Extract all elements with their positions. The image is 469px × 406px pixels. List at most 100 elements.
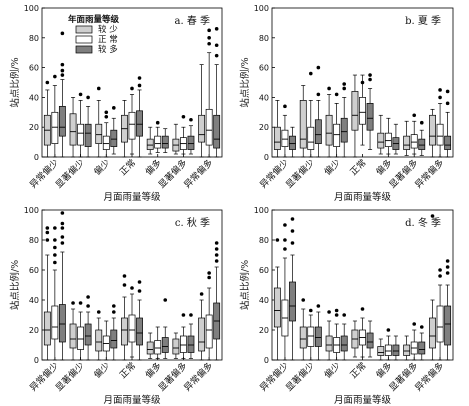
box-body xyxy=(314,326,322,347)
box-1-1 xyxy=(43,80,51,158)
box-3-3 xyxy=(340,82,348,158)
outlier-point xyxy=(283,247,287,251)
y-tick-label: 20 xyxy=(29,326,39,335)
y-axis-label: 站点比例/% xyxy=(9,260,21,310)
box-body xyxy=(314,119,322,144)
box-body xyxy=(77,326,84,350)
x-category-label: 正常 xyxy=(117,360,138,381)
outlier-point xyxy=(316,92,321,97)
box-body xyxy=(444,305,452,346)
box-3-2 xyxy=(84,95,92,158)
box-body xyxy=(180,335,187,353)
outlier-point xyxy=(60,241,65,245)
outlier-point xyxy=(163,298,168,302)
box-2-6 xyxy=(410,113,418,155)
y-tick-label: 100 xyxy=(254,206,269,215)
y-tick-label: 100 xyxy=(24,206,39,215)
outlier-point xyxy=(181,114,186,119)
outlier-point xyxy=(45,238,50,242)
box-2-7 xyxy=(436,88,444,158)
box-3-4 xyxy=(136,280,143,361)
outlier-point xyxy=(53,260,57,265)
outlier-point xyxy=(308,308,313,313)
legend-label: 较 少 xyxy=(98,24,118,35)
y-tick-label: 40 xyxy=(259,296,269,305)
y-axis-label: 站点比例/% xyxy=(9,57,21,107)
outlier-point xyxy=(130,286,134,290)
outlier-point xyxy=(96,310,101,314)
box-3-7 xyxy=(213,27,221,158)
box-body xyxy=(161,135,169,149)
outlier-point xyxy=(60,221,65,226)
y-tick-label: 0 xyxy=(34,153,39,162)
outlier-point xyxy=(214,259,219,263)
outlier-point xyxy=(86,295,90,299)
outlier-point xyxy=(283,223,287,227)
box-body xyxy=(366,103,374,131)
outlier-point xyxy=(155,120,160,125)
y-tick-label: 40 xyxy=(259,93,269,102)
box-body xyxy=(205,108,213,146)
box-3-3 xyxy=(110,106,118,155)
x-category-label: 偏多 xyxy=(143,157,164,178)
outlier-point xyxy=(96,86,101,91)
outlier-point xyxy=(334,308,339,313)
outlier-point xyxy=(60,235,65,239)
y-tick-label: 40 xyxy=(29,93,39,102)
outlier-point xyxy=(308,71,313,76)
outlier-point xyxy=(78,301,83,305)
outlier-point xyxy=(445,259,450,263)
box-1-5 xyxy=(146,126,154,155)
panel-title: c. 秋 季 xyxy=(175,216,210,229)
outlier-point xyxy=(112,310,116,314)
outlier-point xyxy=(104,114,109,119)
box-3-4 xyxy=(366,320,374,358)
outlier-point xyxy=(419,325,424,329)
box-1-4 xyxy=(351,74,359,158)
box-2-1 xyxy=(281,104,289,158)
outlier-point xyxy=(60,68,65,73)
box-body xyxy=(444,135,452,150)
box-1-7 xyxy=(198,64,206,158)
outlier-point xyxy=(214,43,219,48)
box-body xyxy=(307,126,315,150)
box-body xyxy=(187,335,195,353)
box-3-2 xyxy=(84,295,92,361)
box-body xyxy=(95,329,103,352)
outlier-point xyxy=(316,65,321,70)
box-body xyxy=(146,138,154,150)
outlier-point xyxy=(290,241,295,245)
x-category-label: 正常 xyxy=(117,157,138,178)
x-category-label: 显著偏少 xyxy=(53,360,87,394)
box-1-2 xyxy=(299,85,307,158)
box-body xyxy=(403,135,411,150)
box-body xyxy=(299,100,307,149)
box-3-4 xyxy=(136,76,143,158)
box-3-4 xyxy=(366,73,374,150)
box-1-1 xyxy=(43,226,51,361)
outlier-point xyxy=(137,289,142,293)
legend-swatch xyxy=(75,35,93,44)
box-2-1 xyxy=(51,226,59,361)
legend-swatch xyxy=(75,45,93,54)
box-1-6 xyxy=(403,335,411,361)
box-3-5 xyxy=(392,335,400,361)
box-1-3 xyxy=(95,86,103,158)
outlier-point xyxy=(445,101,450,106)
box-1-2 xyxy=(69,301,77,361)
box-body xyxy=(384,344,392,356)
outlier-point xyxy=(368,73,372,77)
box-body xyxy=(136,317,143,346)
outlier-point xyxy=(53,226,57,230)
box-2-3 xyxy=(102,110,110,158)
outlier-point xyxy=(283,104,287,109)
box-1-7 xyxy=(198,292,206,361)
box-body xyxy=(289,135,296,150)
outlier-point xyxy=(207,275,211,280)
box-body xyxy=(69,113,77,146)
box-body xyxy=(377,346,385,356)
legend-title: 年面雨量等级 xyxy=(68,14,120,25)
outlier-point xyxy=(327,310,331,314)
